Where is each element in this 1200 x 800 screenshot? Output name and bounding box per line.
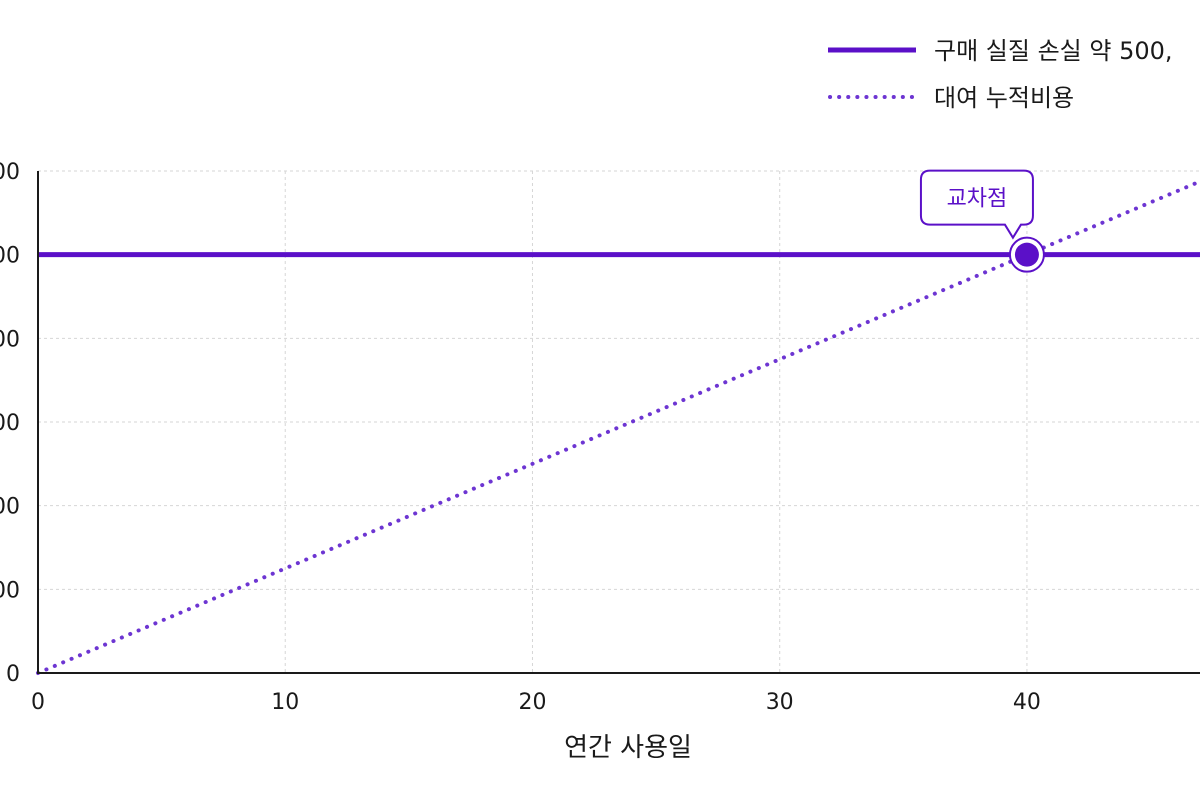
legend-label-purchase: 구매 실질 손실 약 500, bbox=[934, 37, 1173, 65]
legend-label-rental: 대여 누적비용 bbox=[934, 84, 1074, 112]
intersection-callout: 교차점 bbox=[919, 169, 1045, 273]
callout-box bbox=[919, 169, 1034, 240]
x-tick-label: 30 bbox=[766, 690, 794, 715]
y-tick-label: 00 bbox=[0, 578, 20, 603]
intersection-marker-dot bbox=[1014, 242, 1039, 267]
y-tick-label: 0 bbox=[6, 662, 20, 687]
x-axis-title: 연간 사용일 bbox=[564, 733, 692, 763]
y-tick-label: 00 bbox=[0, 244, 20, 269]
legend: 구매 실질 손실 약 500, 대여 누적비용 bbox=[828, 37, 1173, 112]
y-tick-label: 00 bbox=[0, 160, 20, 185]
x-tick-label: 10 bbox=[271, 690, 299, 715]
y-ticks: 0000000000000 bbox=[0, 160, 20, 687]
axes bbox=[37, 171, 1200, 674]
x-tick-label: 0 bbox=[31, 690, 45, 715]
series-layer bbox=[36, 179, 1200, 675]
y-tick-label: 00 bbox=[0, 411, 20, 436]
series-rental-line bbox=[36, 179, 1200, 675]
y-tick-label: 00 bbox=[0, 327, 20, 352]
x-tick-label: 20 bbox=[518, 690, 546, 715]
x-tick-label: 40 bbox=[1013, 690, 1041, 715]
x-ticks: 0 10 20 30 40 bbox=[31, 690, 1041, 715]
y-tick-label: 00 bbox=[0, 495, 20, 520]
callout-label: 교차점 bbox=[947, 187, 1008, 212]
